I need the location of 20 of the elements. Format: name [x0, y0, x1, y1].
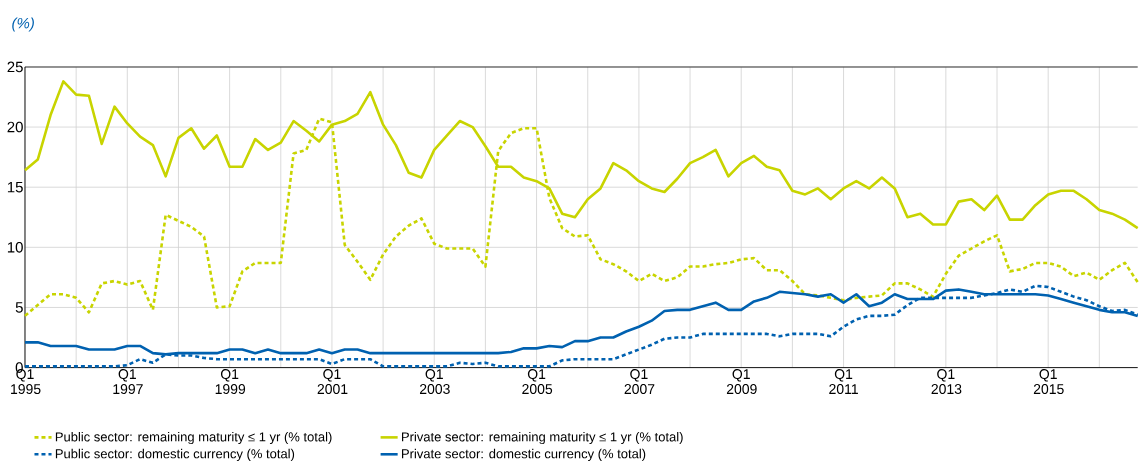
x-tick-label: Q1 2005 [522, 368, 553, 394]
x-tick-label: Q1 2001 [317, 368, 348, 394]
legend-label: Private sector: remaining maturity ≤ 1 yr (% total) [402, 431, 683, 444]
x-tick-label: Q1 2007 [624, 368, 655, 394]
y-tick-label: 15 [7, 181, 23, 193]
x-tick-label: Q1 2009 [726, 368, 757, 394]
y-tick-label: 20 [7, 121, 23, 133]
x-tick-label: Q1 2013 [931, 368, 962, 394]
legend-label: Private sector: domestic currency (% total) [402, 448, 646, 461]
x-tick-label: Q1 2015 [1033, 368, 1064, 394]
legend-label: Public sector: remaining maturity ≤ 1 yr (% total) [55, 431, 332, 444]
y-tick-label: 10 [7, 241, 23, 253]
y-tick-label: 5 [15, 302, 23, 313]
x-tick-label: Q1 2003 [419, 368, 450, 394]
x-tick-label: Q1 1999 [215, 368, 246, 394]
legend-label: Public sector: domestic currency (% total) [55, 448, 295, 461]
y-tick-label: 25 [7, 61, 23, 72]
y-axis-title: (%) [12, 17, 34, 32]
x-tick-label: Q1 1997 [113, 368, 143, 394]
x-tick-label: Q1 2011 [829, 368, 858, 394]
